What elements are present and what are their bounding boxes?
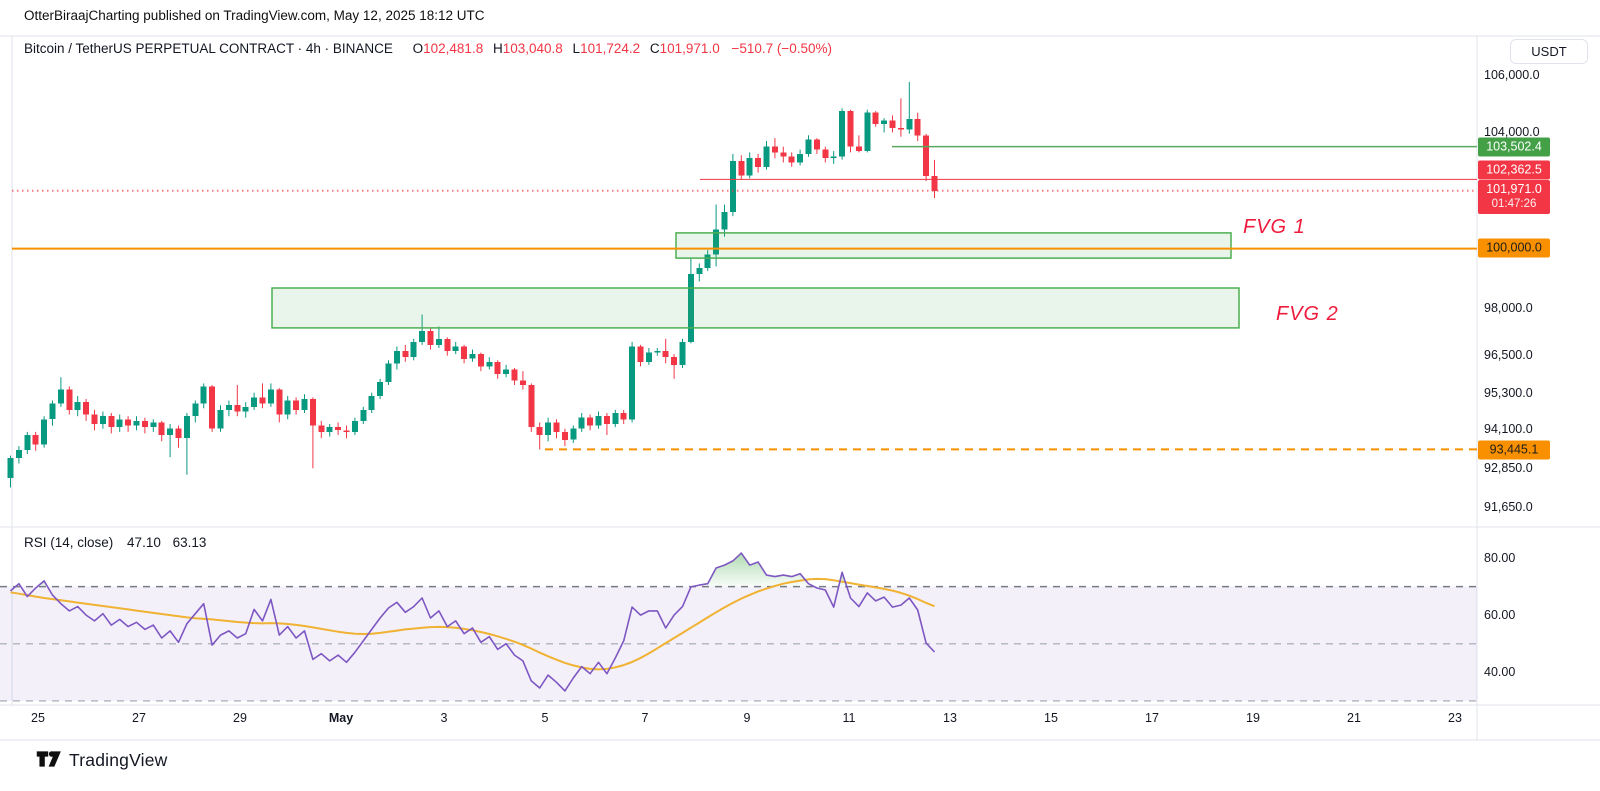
tradingview-mark-icon: [36, 751, 61, 767]
close-value: 101,971.0: [659, 41, 720, 56]
high-value: 103,040.8: [502, 41, 563, 56]
change-value: −510.7 (−0.50%): [731, 41, 833, 56]
currency-toggle-button[interactable]: USDT: [1510, 39, 1588, 64]
ohlc-values: O102,481.8 H103,040.8 L101,724.2 C101,97…: [407, 41, 832, 56]
symbol-legend[interactable]: Bitcoin / TetherUS PERPETUAL CONTRACT · …: [24, 41, 832, 56]
rsi-title: RSI (14, close): [24, 535, 114, 550]
rsi-ma-value: 63.13: [172, 535, 207, 550]
fvg1-annotation[interactable]: FVG 1: [1243, 216, 1306, 238]
tradingview-wordmark: TradingView: [69, 750, 168, 770]
tradingview-logo[interactable]: TradingView: [36, 750, 168, 771]
close-label: C: [649, 41, 660, 56]
low-label: L: [572, 41, 581, 56]
fvg2-annotation[interactable]: FVG 2: [1276, 303, 1339, 325]
attribution-text: OtterBiraajCharting published on Trading…: [24, 8, 485, 23]
high-label: H: [492, 41, 503, 56]
low-value: 101,724.2: [580, 41, 641, 56]
open-value: 102,481.8: [423, 41, 484, 56]
open-label: O: [412, 41, 424, 56]
rsi-legend[interactable]: RSI (14, close) 47.10 63.13: [24, 535, 206, 550]
top-attribution-bar: OtterBiraajCharting published on Trading…: [0, 0, 1600, 33]
rsi-value: 47.10: [127, 535, 161, 550]
symbol-title[interactable]: Bitcoin / TetherUS PERPETUAL CONTRACT · …: [24, 41, 393, 56]
